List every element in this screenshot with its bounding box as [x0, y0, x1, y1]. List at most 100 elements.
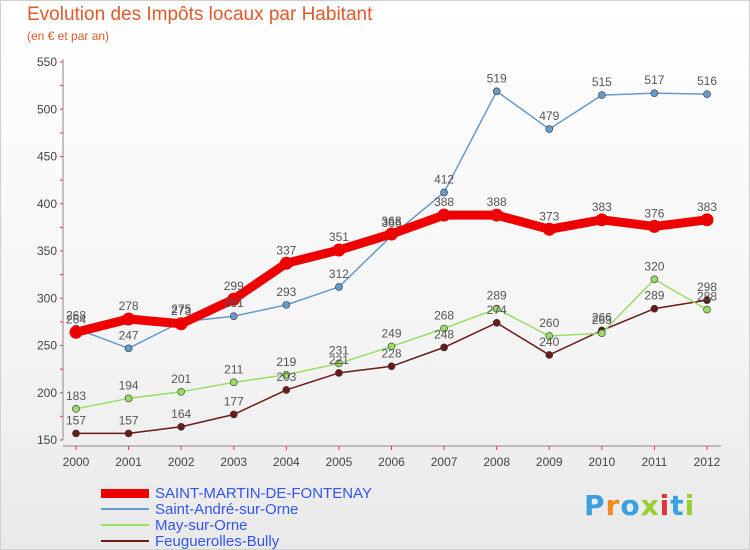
- logo-letter: i: [684, 489, 696, 522]
- data-point: [332, 243, 346, 257]
- legend-label: SAINT-MARTIN-DE-FONTENAY: [155, 484, 372, 502]
- data-label: 231: [329, 343, 349, 357]
- data-label: 516: [697, 74, 717, 88]
- x-tick-label: 2003: [220, 455, 247, 469]
- data-point: [72, 429, 80, 438]
- data-label: 157: [119, 413, 139, 427]
- data-label: 293: [276, 285, 296, 299]
- data-point: [177, 388, 185, 396]
- data-point: [124, 344, 133, 353]
- data-label: 299: [224, 279, 244, 293]
- data-label: 221: [329, 353, 349, 367]
- data-point: [122, 312, 136, 326]
- legend-item: May-sur-Orne: [101, 516, 372, 534]
- logo-letter: o: [620, 489, 641, 522]
- data-label: 337: [276, 243, 296, 257]
- data-point: [440, 324, 448, 333]
- data-label: 240: [539, 335, 559, 349]
- data-point: [335, 359, 343, 368]
- data-point: [490, 208, 504, 222]
- x-tick-label: 2005: [326, 455, 353, 469]
- data-point: [387, 362, 396, 371]
- data-label: 264: [66, 312, 86, 326]
- data-label: 278: [119, 299, 139, 313]
- logo-letter: P: [584, 489, 606, 522]
- x-tick-label: 2011: [642, 455, 668, 469]
- data-label: 312: [329, 267, 349, 281]
- data-point: [124, 429, 133, 438]
- x-tick-label: 2009: [536, 455, 563, 469]
- data-point: [229, 378, 238, 387]
- data-point: [282, 370, 291, 379]
- data-point: [545, 125, 554, 133]
- logo-letter: x: [640, 489, 660, 522]
- data-label: 517: [644, 73, 664, 87]
- data-label: 388: [487, 195, 507, 209]
- x-tick-label: 2006: [378, 455, 405, 469]
- data-point: [703, 296, 711, 304]
- legend-label: May-sur-Orne: [155, 516, 248, 534]
- data-point: [174, 317, 188, 331]
- chart-legend: SAINT-MARTIN-DE-FONTENAY Saint-André-sur-…: [101, 484, 372, 550]
- y-tick-label: 200: [37, 386, 57, 400]
- data-label: 194: [119, 378, 139, 392]
- data-label: 519: [487, 71, 507, 85]
- data-point: [72, 405, 80, 413]
- data-point: [387, 342, 396, 351]
- chart-title: Evolution des Impôts locaux par Habitant: [27, 4, 373, 25]
- data-point: [282, 301, 291, 309]
- data-point: [700, 213, 714, 227]
- data-label: 298: [697, 280, 717, 294]
- x-tick-label: 2001: [115, 455, 142, 469]
- data-point: [440, 343, 448, 352]
- data-point: [492, 319, 501, 327]
- data-point: [282, 386, 291, 394]
- data-point: [335, 369, 343, 377]
- y-tick-label: 150: [37, 433, 57, 447]
- data-point: [598, 329, 606, 338]
- proxiti-logo: Proxiti: [584, 489, 695, 522]
- data-point: [703, 305, 711, 314]
- data-label: 383: [592, 200, 612, 214]
- data-label: 351: [329, 230, 349, 244]
- x-tick-label: 2008: [483, 455, 510, 469]
- data-label: 368: [381, 214, 401, 228]
- data-point: [385, 227, 398, 241]
- line-chart: 150 200 250 300 350 400 450 500 550 2000 2001 2002 2…: [37, 55, 721, 469]
- data-point: [492, 304, 501, 313]
- x-tick-label: 2012: [694, 455, 721, 469]
- data-label: 247: [119, 328, 139, 342]
- data-point: [227, 292, 241, 306]
- x-tick-label: 2004: [273, 455, 300, 469]
- y-tick-label: 450: [37, 150, 57, 164]
- y-tick-label: 250: [37, 339, 57, 353]
- data-label: 515: [592, 75, 612, 89]
- data-label: 289: [487, 289, 507, 303]
- data-point: [545, 332, 554, 340]
- y-tick-label: 300: [37, 291, 57, 305]
- data-point: [177, 422, 185, 431]
- data-point: [542, 222, 556, 236]
- data-point: [598, 91, 606, 99]
- data-point: [229, 312, 238, 321]
- legend-swatch: [101, 508, 149, 510]
- legend-item: SAINT-MARTIN-DE-FONTENAY: [101, 484, 372, 502]
- x-tick-label: 2010: [588, 455, 615, 469]
- data-label: 219: [276, 355, 296, 369]
- data-point: [69, 325, 83, 339]
- data-label: 203: [276, 370, 296, 384]
- data-label: 260: [539, 316, 559, 330]
- data-point: [647, 219, 661, 233]
- data-label: 273: [171, 304, 191, 318]
- data-label: 388: [434, 195, 454, 209]
- data-label: 157: [66, 413, 86, 427]
- y-tick-label: 400: [37, 197, 57, 211]
- data-label: 249: [381, 326, 401, 340]
- data-label: 177: [224, 394, 244, 408]
- data-label: 228: [381, 346, 401, 360]
- data-point: [440, 188, 448, 197]
- data-label: 366: [381, 216, 401, 230]
- data-point: [545, 351, 554, 359]
- data-point: [650, 89, 659, 97]
- data-point: [437, 208, 451, 222]
